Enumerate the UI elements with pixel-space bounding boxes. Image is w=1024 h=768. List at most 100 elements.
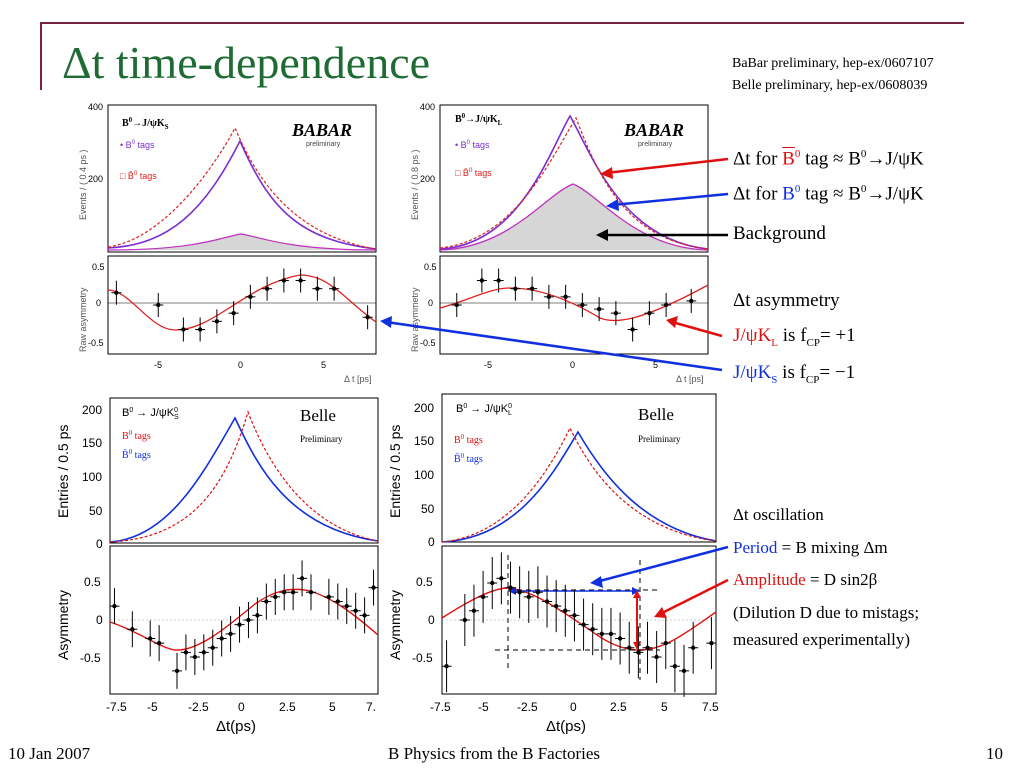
belle-kl-ytick-200: 200 <box>414 401 434 415</box>
babar-ks-ytick-0.5: 0.5 <box>92 262 105 272</box>
belle-kl-xtick--2.5: -2.5 <box>517 700 538 714</box>
babar-ks-xtick--5: -5 <box>154 360 162 370</box>
asymmetry-point <box>365 315 370 320</box>
asymmetry-point <box>264 599 269 604</box>
asymmetry-point <box>298 278 303 283</box>
belle-ks-ylabel-top: Entries / 0.5 ps <box>55 425 71 518</box>
babar-ks-b0-curve <box>107 139 377 250</box>
belle-ks-name: Belle <box>300 406 336 425</box>
asymmetry-point <box>219 636 224 641</box>
asymmetry-point <box>630 327 635 332</box>
asymmetry-point <box>183 650 189 655</box>
asymmetry-point <box>315 286 320 291</box>
belle-kl-ylabel-top: Entries / 0.5 ps <box>387 425 403 518</box>
babar-ks-xtick-5: 5 <box>321 360 326 370</box>
asymmetry-point <box>353 608 358 613</box>
asymmetry-point <box>462 617 468 623</box>
annotation-jpsiks: J/ψKS is fCP= −1 <box>733 362 856 386</box>
asymmetry-point <box>197 327 203 332</box>
belle-kl-xtick--7.5: -7.5 <box>430 700 451 714</box>
babar-kl-ytick--0.5: -0.5 <box>420 338 436 348</box>
left-rule <box>40 22 42 90</box>
asymmetry-point <box>331 286 337 291</box>
belle-ks-xtick-2.5: 2.5 <box>279 700 296 714</box>
asymmetry-point <box>231 310 236 316</box>
babar-ks-bottom-frame <box>107 255 377 355</box>
asymmetry-point <box>181 327 186 332</box>
belle-ks-ytick-200: 200 <box>82 403 102 417</box>
babar-ks-plot: B0→J/ψKS BABAR preliminary • B0 tags □ B… <box>78 102 377 384</box>
asymmetry-point <box>480 594 486 600</box>
babar-kl-asymmetry-points <box>451 268 697 342</box>
arrow-b0bar-tag <box>605 157 729 175</box>
arrow-amplitude <box>659 578 729 616</box>
asymmetry-point <box>689 298 694 304</box>
babar-kl-ylabel-bottom: Raw asymmetry <box>410 287 420 352</box>
babar-kl-ytick-400: 400 <box>420 102 435 112</box>
babar-ks-b0bar-curve <box>107 126 377 250</box>
belle-kl-b0bar-curve <box>441 426 717 543</box>
babar-ks-xlabel: Δ t [ps] <box>344 374 372 384</box>
belle-ks-xlabel: Δt(ps) <box>216 718 256 735</box>
annotation-period: Period = B mixing Δm <box>733 538 888 557</box>
asymmetry-point <box>647 310 652 316</box>
asymmetry-point <box>264 286 270 291</box>
babar-kl-decay-label: B0→J/ψKL <box>455 112 503 127</box>
babar-kl-ylabel-top: Events / ( 0.8 ps ) <box>410 149 420 220</box>
annotation-dilution-1: (Dilution D due to mistags; <box>733 603 920 622</box>
asymmetry-point <box>599 631 605 637</box>
belle-kl-xtick-5: 5 <box>661 700 668 714</box>
slide-title: Δt time-dependence <box>62 37 431 88</box>
belle-ks-xtick-0: 0 <box>238 700 245 714</box>
belle-kl-ylabel-bottom: Asymmetry <box>387 590 403 660</box>
belle-ks-ylabel-bottom: Asymmetry <box>55 590 71 660</box>
asymmetry-point <box>214 319 220 324</box>
asymmetry-point <box>499 576 504 581</box>
b0-symbol: B <box>782 183 795 205</box>
babar-kl-legend-2: □ B̄0 tags <box>455 168 492 178</box>
asymmetry-point <box>690 645 696 650</box>
babar-ks-decay-label: B0→J/ψKS <box>122 116 169 131</box>
asymmetry-point <box>130 627 135 632</box>
belle-ks-xtick--2.5: -2.5 <box>188 700 209 714</box>
babar-kl-bottom-frame <box>439 255 709 355</box>
belle-kl-xtick-2.5: 2.5 <box>610 700 627 714</box>
asymmetry-point <box>471 608 477 613</box>
asymmetry-point <box>112 603 117 609</box>
belle-kl-ytick-150: 150 <box>414 434 434 448</box>
reference-belle: Belle preliminary, hep-ex/0608039 <box>732 78 928 93</box>
asymmetry-point <box>281 278 287 283</box>
belle-kl-ytick-100: 100 <box>414 468 434 482</box>
asymmetry-point <box>201 650 206 655</box>
belle-ks-xtick-7: 7. <box>366 700 376 714</box>
asymmetry-point <box>248 294 253 300</box>
asymmetry-point <box>335 599 340 604</box>
asymmetry-point <box>508 585 513 590</box>
belle-ks-name-sub: Preliminary <box>300 434 343 444</box>
babar-kl-plot: B0→J/ψKL BABAR preliminary • B0 tags □ B… <box>410 102 709 384</box>
asymmetry-point <box>308 590 314 595</box>
arrow-b0-tag <box>611 192 729 207</box>
asymmetry-point <box>544 599 550 604</box>
asymmetry-point <box>273 594 278 600</box>
asymmetry-point <box>148 636 153 641</box>
annotation-asymmetry: Δt asymmetry <box>733 290 840 311</box>
babar-kl-logo-sub: preliminary <box>638 141 673 148</box>
babar-ks-ytick--0.5: -0.5 <box>88 338 104 348</box>
asymmetry-point <box>645 645 650 650</box>
footer-title: B Physics from the B Factories <box>388 744 601 763</box>
asymmetry-point <box>290 590 296 595</box>
asymmetry-point <box>513 286 518 291</box>
b0bar-symbol: B <box>782 148 795 170</box>
belle-ks-ytick-0: 0 <box>96 537 103 551</box>
belle-kl-name: Belle <box>638 405 674 424</box>
belle-ks-ytick-0b: 0 <box>96 613 103 627</box>
babar-ks-background-curve <box>107 233 377 251</box>
babar-ks-asymmetry-points <box>111 268 373 342</box>
babar-kl-asym-fit <box>439 284 709 322</box>
asymmetry-point <box>454 302 459 308</box>
asymmetry-point <box>529 286 535 291</box>
asymmetry-point <box>613 310 619 316</box>
annotation-amplitude: Amplitude = D sin2β <box>733 570 878 589</box>
belle-ks-asym-fit <box>109 588 379 651</box>
